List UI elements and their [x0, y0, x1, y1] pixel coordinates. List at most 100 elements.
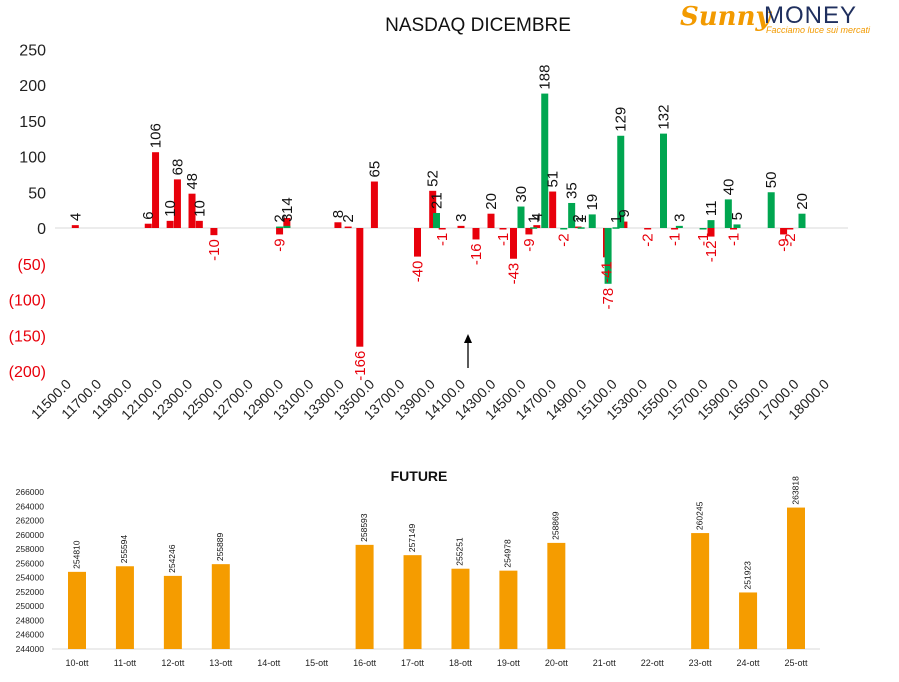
- red-bar: [707, 228, 715, 237]
- y-tick-label: 200: [19, 78, 46, 95]
- data-label: -2: [782, 233, 799, 246]
- future-bar: [211, 564, 230, 649]
- future-bar: [163, 575, 182, 649]
- y-tick-label: 150: [19, 114, 46, 131]
- green-bar: [283, 225, 291, 228]
- red-bar: [438, 228, 446, 230]
- data-label: 260245: [694, 501, 704, 530]
- red-bar: [487, 213, 495, 228]
- y-tick-label: 262000: [16, 516, 45, 526]
- data-label: -9: [776, 238, 793, 251]
- x-tick-label: 22-ott: [641, 658, 665, 668]
- red-bar: [195, 220, 203, 228]
- data-label: -43: [505, 263, 522, 285]
- x-tick-label: 24-ott: [737, 658, 761, 668]
- data-label: 132: [655, 105, 672, 130]
- bar-series: [68, 507, 805, 649]
- data-label: 258869: [551, 511, 561, 540]
- bar-series: [71, 93, 806, 347]
- data-label: 51: [545, 171, 562, 188]
- red-bar: [786, 228, 794, 230]
- green-bar: [707, 220, 715, 228]
- data-label: 1: [526, 215, 543, 223]
- red-bar: [533, 225, 541, 228]
- red-bar: [276, 228, 284, 235]
- x-tick-label: 11-ott: [114, 658, 137, 668]
- data-labels: 254810 255594 254246 255889 258593 257149 2552…: [71, 476, 800, 590]
- green-bar: [577, 227, 585, 229]
- y-tick-label: 264000: [16, 501, 45, 511]
- future-chart: FUTURE 266000 264000 262000 260000 258000 256…: [16, 468, 820, 668]
- data-label: 2: [340, 214, 357, 222]
- green-bar: [675, 225, 683, 228]
- red-bar: [671, 228, 679, 230]
- green-bar: [541, 93, 549, 228]
- data-label: 258593: [359, 513, 369, 542]
- data-label: -9: [521, 238, 538, 251]
- red-bar: [549, 191, 557, 228]
- y-axis: 250 200 150 100 50 0 (50) (100) (150) (200): [9, 42, 46, 381]
- data-label: 263818: [790, 476, 800, 505]
- green-bar: [617, 135, 625, 228]
- x-tick-label: 13-ott: [209, 658, 233, 668]
- y-tick-label: 0: [37, 221, 46, 238]
- data-label: 21: [428, 192, 445, 209]
- data-label: 255594: [119, 535, 129, 564]
- nasdaq-options-chart: NASDAQ DICEMBRE 250200150100500(50)(100)…: [9, 15, 848, 423]
- data-label: 3: [279, 214, 296, 222]
- data-label: -1: [695, 233, 712, 246]
- data-label: 254810: [71, 540, 81, 569]
- y-tick-label: 256000: [16, 558, 45, 568]
- future-bar: [68, 571, 86, 649]
- y-tick-label: 246000: [16, 630, 45, 640]
- red-bar: [370, 181, 378, 228]
- data-label: -1: [495, 233, 512, 246]
- red-bar: [780, 228, 788, 235]
- y-tick-label: (150): [9, 328, 46, 345]
- y-tick-label: 248000: [16, 615, 45, 625]
- x-axis: 11500.011700.011900.012100.012300.012500…: [28, 376, 833, 423]
- green-bar: [733, 224, 741, 228]
- x-tick-label: 23-ott: [689, 658, 713, 668]
- y-tick-label: (100): [9, 293, 46, 310]
- data-label: -2: [556, 233, 573, 246]
- data-label: -166: [352, 351, 369, 381]
- red-bar: [356, 228, 364, 347]
- future-title: FUTURE: [391, 468, 448, 484]
- arrow-annotation: [464, 334, 472, 368]
- future-bar: [787, 507, 805, 649]
- x-tick-label: 14-ott: [257, 658, 281, 668]
- red-bar: [644, 228, 652, 230]
- data-label: 251923: [742, 561, 752, 590]
- data-label: 10: [191, 200, 208, 217]
- data-label: 4: [529, 213, 546, 221]
- data-label: -1: [726, 233, 743, 246]
- data-label: 1: [573, 215, 590, 223]
- data-label: 48: [184, 173, 201, 190]
- data-label: 106: [148, 123, 165, 148]
- y-tick-label: (50): [18, 257, 46, 274]
- x-tick-label: 12-ott: [161, 658, 185, 668]
- data-label: 68: [169, 159, 186, 176]
- logo-brand-first: Sunny: [680, 2, 771, 32]
- data-label: 129: [613, 107, 630, 132]
- data-label: 3: [453, 214, 470, 222]
- green-bar: [568, 202, 576, 228]
- red-bar: [499, 228, 507, 230]
- data-label: -78: [600, 288, 617, 310]
- green-bar: [433, 212, 440, 228]
- data-label: -40: [409, 261, 426, 283]
- y-tick-label: 244000: [16, 644, 45, 654]
- data-label: 20: [794, 193, 811, 210]
- future-bar: [739, 592, 758, 649]
- data-label: 65: [366, 161, 383, 178]
- x-tick-label: 21-ott: [593, 658, 617, 668]
- x-tick-label: 10-ott: [65, 658, 89, 668]
- red-bar: [344, 226, 352, 229]
- data-label: 254978: [503, 539, 513, 568]
- data-label: 11: [703, 201, 720, 217]
- sunny-money-logo: Sunny MONEY Facciamo luce sui mercati: [680, 2, 885, 38]
- y-tick-label: 250: [19, 42, 46, 59]
- data-label: -12: [703, 241, 720, 263]
- red-bar: [510, 228, 517, 259]
